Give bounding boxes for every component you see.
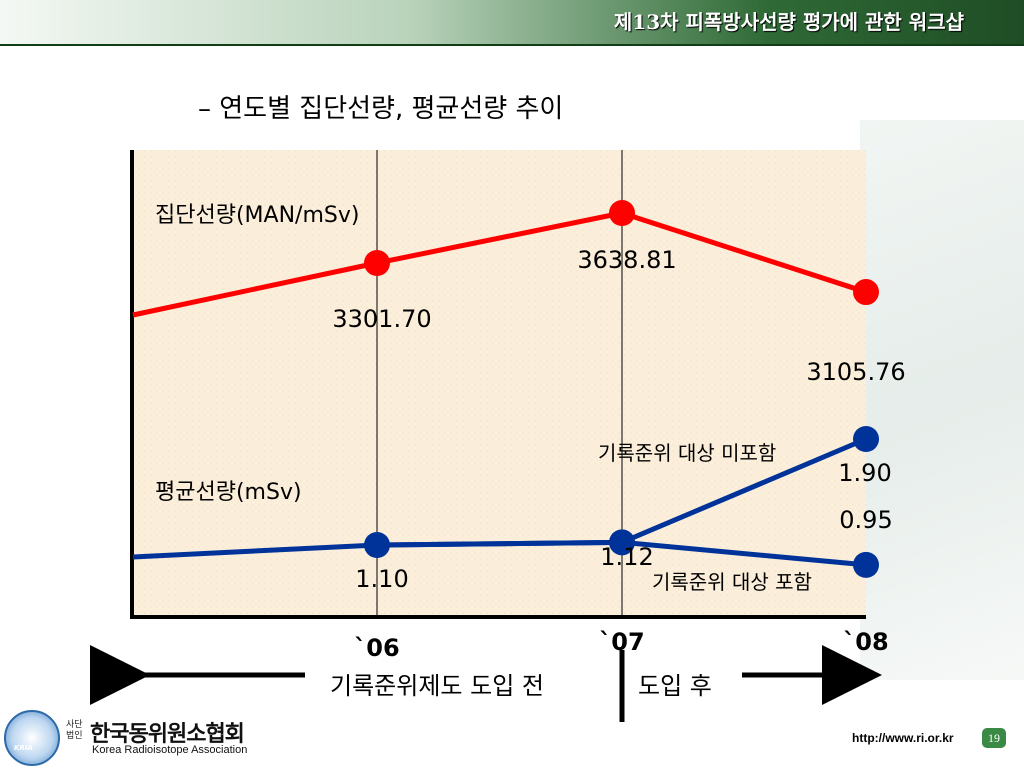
plot-area xyxy=(133,150,866,617)
page-number: 19 xyxy=(982,728,1006,748)
header-bar: 제13차 피폭방사선량 평가에 관한 워크샵 xyxy=(0,0,1024,46)
data-label-0-1: 3638.81 xyxy=(577,246,676,274)
data-label-0-2: 3105.76 xyxy=(806,358,905,386)
series-0-point-0 xyxy=(364,250,390,276)
logo-kria-text: KRIA xyxy=(14,744,33,752)
data-label-1-1: 1.12 xyxy=(600,543,653,571)
data-label-0-0: 3301.70 xyxy=(332,305,431,333)
series-1-point-0 xyxy=(364,532,390,558)
header-title: 제13차 피폭방사선량 평가에 관한 워크샵 xyxy=(613,10,964,34)
label-included: 기록준위 대상 포함 xyxy=(652,570,812,594)
website-link[interactable]: http://www.ri.or.kr xyxy=(852,731,954,745)
slide-subtitle: – 연도별 집단선량, 평균선량 추이 xyxy=(198,94,564,124)
series-0-point-1 xyxy=(609,200,635,226)
average-dose-lead-in xyxy=(132,542,378,560)
period-before-label: 기록준위제도 도입 전 xyxy=(330,672,544,700)
series-2-point-2 xyxy=(853,551,879,578)
background-decoration xyxy=(860,120,1024,680)
label-excluded: 기록준위 대상 미포함 xyxy=(598,441,776,465)
x-tick-06: `06 xyxy=(354,634,399,662)
legend-collective-dose: 집단선량(MAN/mSv) xyxy=(155,203,359,228)
legend-average-dose: 평균선량(mSv) xyxy=(155,480,302,505)
logo-small-text: 사단법인 xyxy=(66,720,83,741)
data-label-2-2: 0.95 xyxy=(839,506,892,534)
series-1-point-2 xyxy=(853,426,879,452)
x-tick-08: `08 xyxy=(843,628,888,656)
data-label-1-2: 1.90 xyxy=(838,459,891,487)
org-name-en: Korea Radioisotope Association xyxy=(92,744,248,756)
series-0-point-2 xyxy=(853,279,879,306)
org-name-ko: 한국동위원소협회 xyxy=(90,722,245,747)
atom-logo-icon xyxy=(4,710,60,766)
org-logo: KRIA 사단법인 한국동위원소협회 Korea Radioisotope As… xyxy=(0,702,270,768)
data-label-1-0: 1.10 xyxy=(355,565,408,593)
series-1-point-1 xyxy=(609,529,635,556)
collective-dose-lead-in xyxy=(132,260,378,318)
period-after-label: 도입 후 xyxy=(638,672,712,700)
